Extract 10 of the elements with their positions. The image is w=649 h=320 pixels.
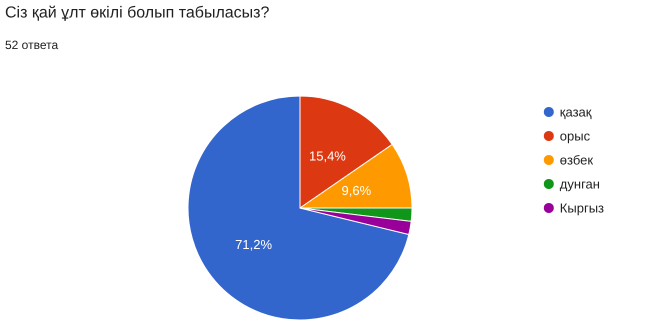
legend-label: орыс [560,128,591,144]
chart-title: Сіз қай ұлт өкілі болып табыласыз? [5,4,270,22]
data-label: 71,2% [235,236,272,252]
data-label: 15,4% [309,148,346,164]
text: 52 ответа [5,38,58,52]
legend-label: дунган [560,176,600,192]
legend-label: Кыргыз [560,200,604,216]
legend-label: қазақ [560,104,592,120]
data-label: 9,6% [342,182,372,198]
legend-label: өзбек [560,152,594,168]
